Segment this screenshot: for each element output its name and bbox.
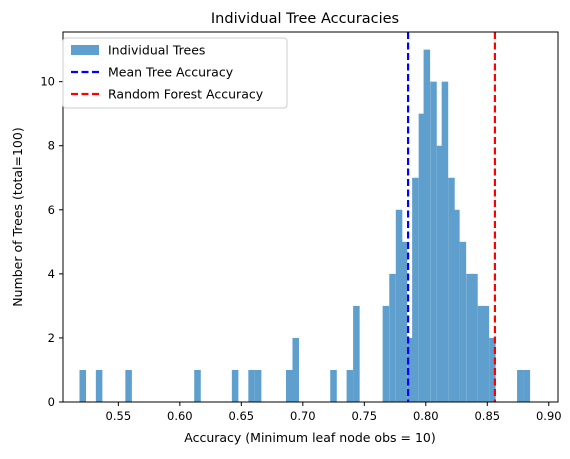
histogram-bar [95,369,103,402]
histogram-bar [254,369,262,402]
histogram-bar [346,369,354,402]
histogram-bar [382,305,390,402]
histogram-bar [423,49,431,403]
histogram-bar [400,241,408,402]
histogram-bar [125,369,132,402]
x-axis-label: Accuracy (Minimum leaf node obs = 10) [184,430,435,445]
histogram-bar [489,337,496,402]
histogram-bar [292,337,300,402]
y-axis-label: Number of Trees (total=100) [10,127,25,306]
x-tick-label: 0.80 [413,409,439,423]
x-tick-label: 0.65 [229,409,255,423]
histogram-bar [436,145,444,402]
histogram-bar [466,273,473,402]
y-axis: 0 2 4 6 8 10 [40,75,63,409]
legend-label: Individual Trees [108,43,205,58]
legend: Individual Trees Mean Tree Accuracy Random… [62,37,288,109]
reference-lines [406,32,497,402]
x-tick-label: 0.75 [351,409,377,423]
histogram-bar [248,369,255,402]
y-tick-label: 6 [48,203,55,217]
chart-title: Individual Tree Accuracies [211,11,399,27]
legend-box [62,37,288,109]
plot-frame [62,31,559,403]
histogram-bar [482,305,490,402]
histogram-bar [79,369,87,402]
x-tick-label: 0.85 [474,409,500,423]
legend-label: Random Forest Accuracy [108,87,264,102]
histogram-bar [395,209,403,402]
histogram-bar [471,273,478,402]
histogram-bar [453,209,460,402]
histogram-bar [430,81,437,403]
histogram-bar [477,305,485,402]
histogram-bar [517,369,524,402]
histogram-bar [459,241,467,402]
legend-label: Mean Tree Accuracy [108,65,234,80]
y-tick-label: 10 [40,75,55,89]
histogram-bar [523,369,531,402]
x-tick-label: 0.60 [167,409,193,423]
histogram-bar [231,369,239,402]
x-tick-label: 0.55 [106,409,132,423]
y-tick-label: 2 [48,331,55,345]
histogram-bar [285,369,293,402]
y-tick-label: 8 [48,139,55,153]
histogram-bar [389,273,396,402]
histogram-bar [418,113,426,402]
x-tick-label: 0.70 [290,409,316,423]
histogram-bar [441,81,449,403]
histogram-bar [330,369,337,402]
histogram-bar [194,369,201,402]
histogram-bar [412,177,419,402]
legend-swatch [71,45,99,55]
histogram-bars [79,49,531,403]
y-tick-label: 0 [48,395,55,409]
x-axis: 0.55 0.60 0.65 0.70 0.75 0.80 0.85 0.90 [106,402,562,423]
y-tick-label: 4 [48,267,55,281]
histogram-bar [353,305,360,402]
histogram-bar [448,177,455,402]
histogram-bar [407,337,414,402]
x-tick-label: 0.90 [536,409,562,423]
